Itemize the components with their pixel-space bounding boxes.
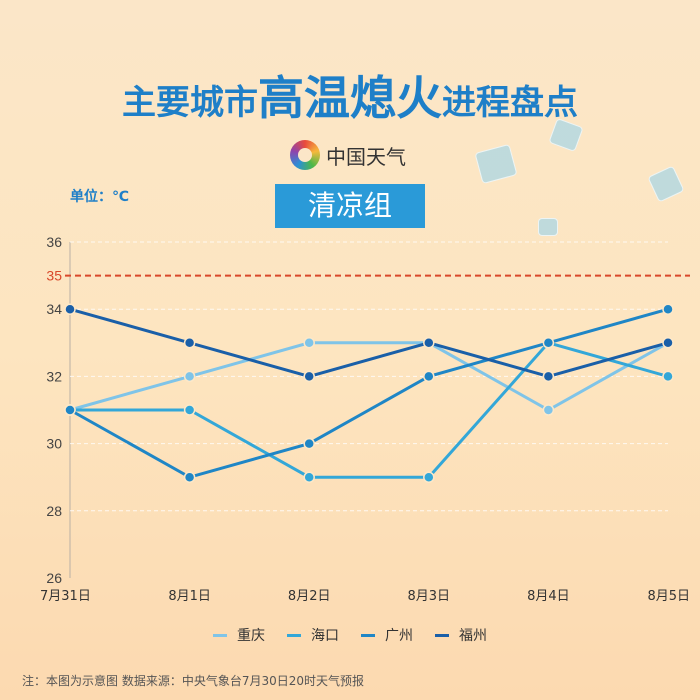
data-point xyxy=(542,370,555,383)
data-point xyxy=(423,370,435,383)
logo-text: 中国天气 xyxy=(326,144,406,169)
data-point xyxy=(662,370,674,383)
y-tick-label: 34 xyxy=(46,301,62,317)
threshold-label: 35 xyxy=(46,268,62,284)
data-point xyxy=(183,337,196,349)
legend-swatch xyxy=(361,633,375,637)
title-highlight: 高温熄火 xyxy=(258,71,442,125)
data-point xyxy=(542,404,555,416)
ice-cube-decoration xyxy=(538,218,558,236)
x-tick-label: 8月1日 xyxy=(168,589,211,604)
legend-label: 福州 xyxy=(459,628,487,644)
data-point xyxy=(183,471,196,483)
logo-icon xyxy=(290,140,320,170)
data-point xyxy=(183,404,196,416)
data-point xyxy=(183,370,196,383)
legend-item: 广州 xyxy=(361,625,413,645)
data-point xyxy=(542,337,555,349)
legend-label: 海口 xyxy=(311,628,339,644)
data-point xyxy=(303,370,315,383)
series-line-福州 xyxy=(69,307,669,378)
legend-swatch xyxy=(287,633,301,637)
y-tick-label: 28 xyxy=(46,503,62,519)
unit-label: 单位：℃ xyxy=(70,189,129,205)
legend-item: 重庆 xyxy=(213,625,265,645)
legend-swatch xyxy=(435,633,449,637)
data-point xyxy=(662,303,674,315)
legend-label: 重庆 xyxy=(237,628,265,644)
logo: 中国天气 xyxy=(290,140,406,170)
data-point xyxy=(662,337,674,349)
y-tick-label: 32 xyxy=(46,368,62,384)
x-tick-label: 8月5日 xyxy=(647,589,690,604)
y-tick-label: 30 xyxy=(46,436,62,452)
legend-item: 海口 xyxy=(287,625,339,645)
data-point xyxy=(303,471,315,483)
data-point xyxy=(423,471,435,483)
legend-label: 广州 xyxy=(385,628,413,644)
series-line-重庆 xyxy=(69,341,669,412)
series-line-广州 xyxy=(69,307,669,479)
data-point xyxy=(303,437,315,450)
y-tick-label: 36 xyxy=(46,234,62,250)
legend-swatch xyxy=(213,633,227,637)
title-part: 进程盘点 xyxy=(442,83,578,123)
x-tick-label: 8月2日 xyxy=(288,589,331,604)
title-part: 主要城市 xyxy=(122,83,258,123)
data-point xyxy=(64,404,76,416)
legend-item: 福州 xyxy=(435,625,487,645)
legend: 重庆 海口 广州 福州 xyxy=(0,625,700,645)
footer-note: 注：本图为示意图 数据来源：中央气象台7月30日20时天气预报 xyxy=(22,674,364,688)
y-tick-label: 26 xyxy=(46,570,62,586)
group-badge: 清凉组 xyxy=(275,184,425,228)
x-tick-label: 8月3日 xyxy=(408,589,451,604)
data-point xyxy=(303,337,315,349)
x-tick-label: 8月4日 xyxy=(527,589,570,604)
page-title: 主要城市高温熄火进程盘点 xyxy=(0,62,700,128)
x-tick-label: 7月31日 xyxy=(40,589,91,604)
series-line-海口 xyxy=(70,341,669,479)
data-point xyxy=(423,337,435,349)
data-point xyxy=(64,303,76,315)
